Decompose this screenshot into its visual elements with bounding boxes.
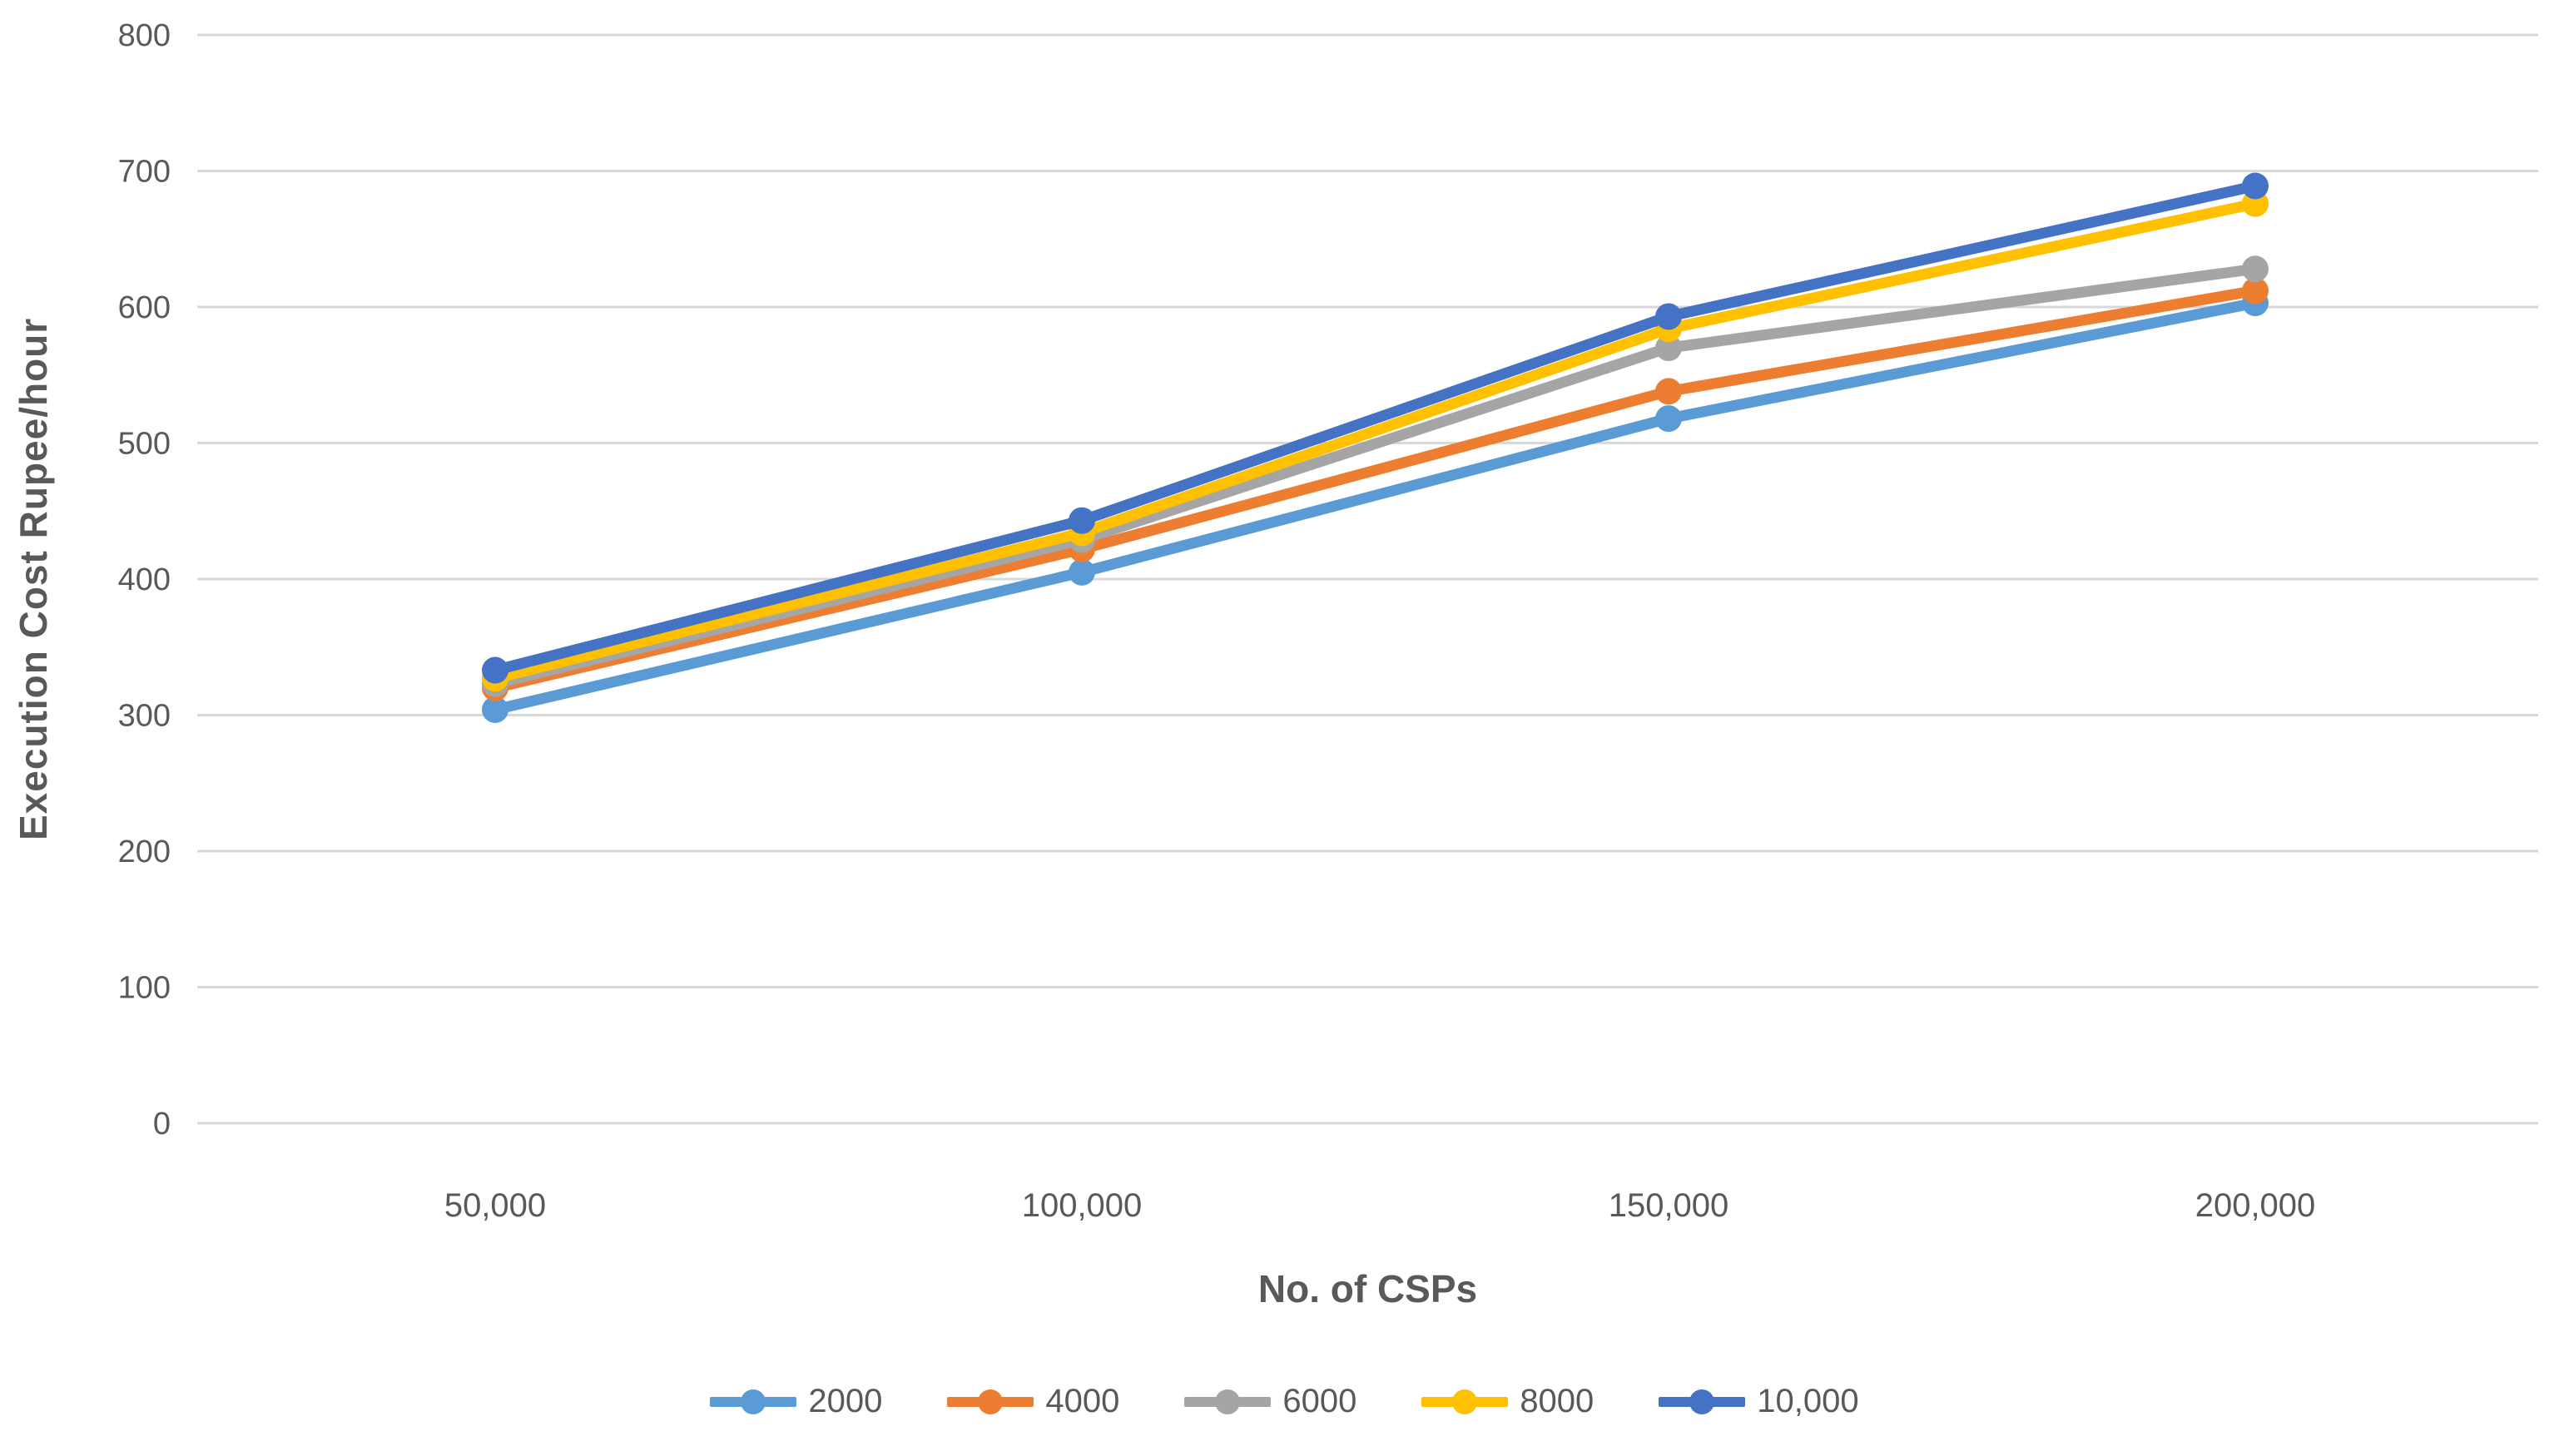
data-point-marker: [1069, 507, 1095, 534]
x-axis-tick-label: 100,000: [1022, 1187, 1143, 1224]
legend-line-marker-icon: [1659, 1387, 1746, 1417]
series-line-10000: [489, 180, 2261, 676]
y-axis-tick-label: 400: [118, 562, 171, 597]
series-line-6000: [489, 263, 2261, 690]
y-axis-tick-label: 600: [118, 290, 171, 325]
legend-line-marker-icon: [947, 1387, 1034, 1417]
legend-label: 8000: [1520, 1383, 1594, 1419]
x-axis-tick-label: 50,000: [444, 1187, 546, 1224]
x-axis-title: No. of CSPs: [1257, 1267, 1478, 1310]
y-axis-tick-label: 100: [118, 971, 171, 1006]
legend-label: 2000: [808, 1383, 883, 1419]
series-line-2000: [489, 297, 2261, 716]
data-point-marker: [1655, 378, 1682, 405]
x-axis-tick-label: 150,000: [1609, 1187, 1729, 1224]
legend-item: 4000: [947, 1383, 1119, 1420]
data-point-marker: [1655, 334, 1682, 362]
y-axis-tick-label: 200: [118, 834, 171, 869]
legend-line-marker-icon: [1184, 1387, 1272, 1417]
y-axis-tick-label: 500: [118, 427, 171, 462]
y-axis-tick-label: 0: [153, 1107, 171, 1142]
series-line-8000: [489, 198, 2261, 684]
data-point-marker: [1655, 303, 1682, 330]
data-point-marker: [2242, 277, 2269, 305]
legend-item: 2000: [710, 1383, 882, 1420]
data-point-marker: [482, 696, 508, 723]
legend-line-marker-icon: [1421, 1387, 1509, 1417]
chart-legend: 2000 4000 6000 8000 10,000: [0, 1383, 2569, 1420]
legend-label: 4000: [1045, 1383, 1120, 1419]
y-axis-tick-label: 800: [118, 18, 171, 53]
y-axis-title: Execution Cost Rupee/hour: [12, 317, 55, 841]
data-point-marker: [2242, 255, 2269, 283]
legend-label: 10,000: [1757, 1383, 1859, 1419]
legend-item: 8000: [1421, 1383, 1594, 1420]
series-line-4000: [489, 285, 2261, 694]
y-axis-tick-label: 300: [118, 699, 171, 734]
legend-line-marker-icon: [710, 1387, 797, 1417]
data-point-marker: [2242, 172, 2269, 200]
data-point-marker: [1069, 558, 1095, 586]
y-axis-tick-label: 700: [118, 155, 171, 190]
data-point-marker: [1655, 405, 1682, 433]
legend-item: 10,000: [1659, 1383, 1859, 1420]
data-point-marker: [482, 656, 508, 684]
legend-item: 6000: [1184, 1383, 1356, 1420]
legend-label: 6000: [1282, 1383, 1357, 1419]
x-axis-tick-label: 200,000: [2195, 1187, 2316, 1224]
